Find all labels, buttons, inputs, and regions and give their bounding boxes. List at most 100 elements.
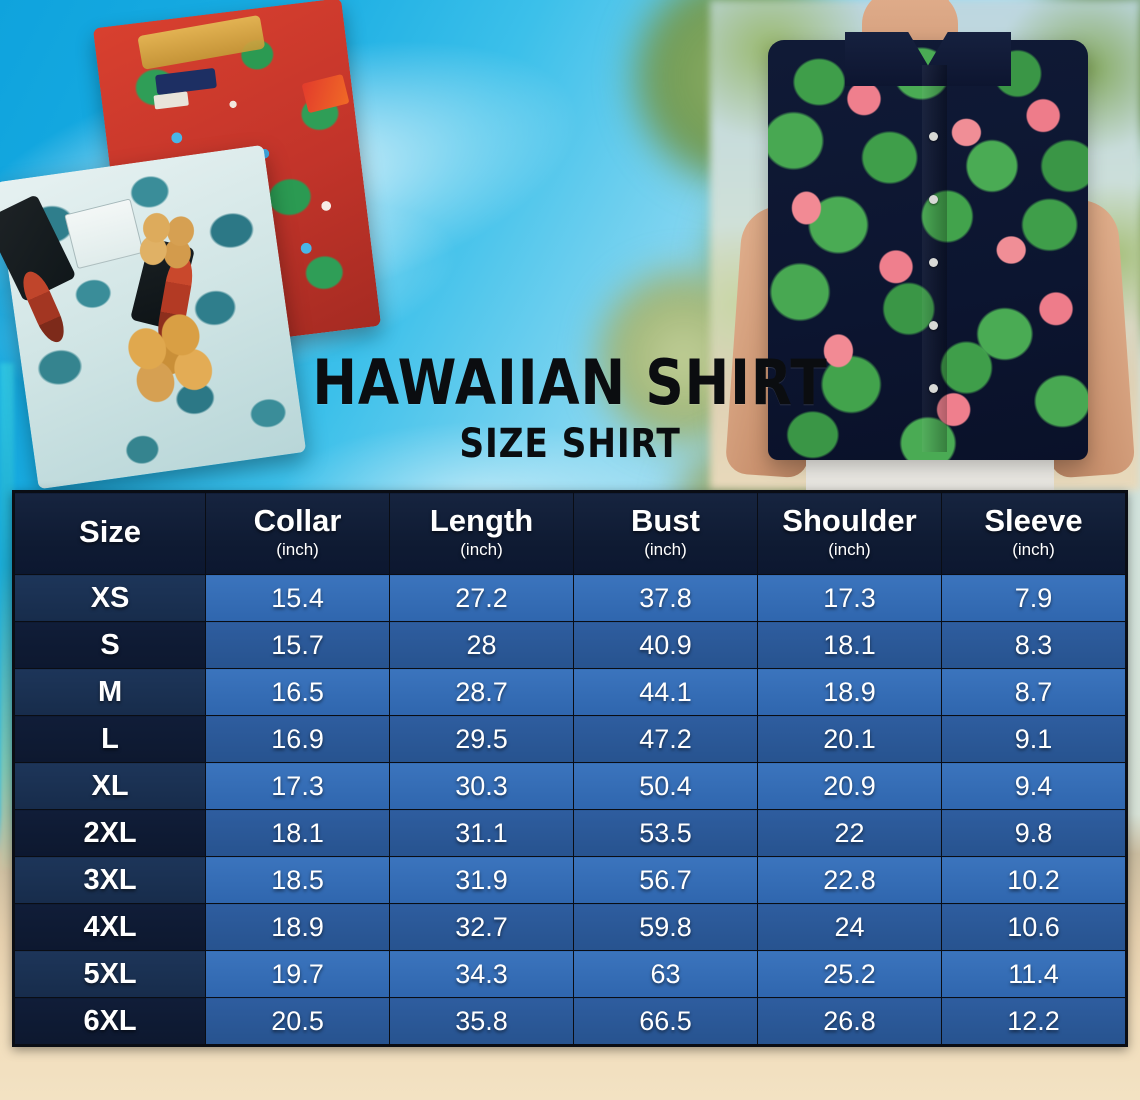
- measurement-cell-bust: 53.5: [573, 809, 758, 857]
- table-row: 4XL 18.9 32.7 59.8 24 10.6: [13, 903, 1127, 951]
- size-cell: XL: [13, 762, 207, 810]
- measurement-cell-shoulder: 25.2: [756, 950, 942, 998]
- header-label: Bust: [631, 503, 700, 539]
- measurement-cell-length: 32.7: [389, 903, 575, 951]
- measurement-cell-length: 31.1: [389, 809, 575, 857]
- measurement-cell-sleeve: 8.3: [940, 621, 1127, 669]
- table-row: S 15.7 28 40.9 18.1 8.3: [13, 621, 1127, 669]
- hibiscus-motif-small: [133, 209, 199, 271]
- size-cell: S: [13, 621, 207, 669]
- header-label: Shoulder: [782, 503, 917, 539]
- measurement-cell-sleeve: 9.1: [940, 715, 1127, 763]
- shirt-button-2: [929, 195, 939, 205]
- size-cell: 4XL: [13, 903, 207, 951]
- column-header-shoulder: Shoulder (inch): [756, 492, 942, 575]
- size-cell: M: [13, 668, 207, 716]
- table-header: Size Collar (inch) Length (inch) Bust (i…: [13, 492, 1127, 575]
- shirt-button-1: [929, 132, 939, 142]
- measurement-cell-collar: 15.4: [205, 574, 391, 622]
- table-row: 2XL 18.1 31.1 53.5 22 9.8: [13, 809, 1127, 857]
- measurement-cell-length: 28: [389, 621, 575, 669]
- shirt-button-5: [929, 384, 939, 394]
- table-header-row: Size Collar (inch) Length (inch) Bust (i…: [13, 492, 1127, 575]
- header-unit: (inch): [276, 539, 319, 559]
- measurement-cell-sleeve: 7.9: [940, 574, 1127, 622]
- model-photo: [710, 0, 1140, 494]
- measurement-cell-shoulder: 20.9: [756, 762, 942, 810]
- table-row: L 16.9 29.5 47.2 20.1 9.1: [13, 715, 1127, 763]
- measurement-cell-shoulder: 18.1: [756, 621, 942, 669]
- size-cell: 2XL: [13, 809, 207, 857]
- table-row: 6XL 20.5 35.8 66.5 26.8 12.2: [13, 997, 1127, 1045]
- measurement-cell-shoulder: 26.8: [756, 997, 942, 1045]
- table-row: 5XL 19.7 34.3 63 25.2 11.4: [13, 950, 1127, 998]
- measurement-cell-bust: 47.2: [573, 715, 758, 763]
- shirt-button-3: [929, 258, 939, 268]
- table-body: XS 15.4 27.2 37.8 17.3 7.9 S 15.7 28 40.9 18.1 8.3 M…: [13, 574, 1127, 1045]
- measurement-cell-bust: 50.4: [573, 762, 758, 810]
- measurement-cell-length: 34.3: [389, 950, 575, 998]
- measurement-cell-length: 28.7: [389, 668, 575, 716]
- measurement-cell-shoulder: 17.3: [756, 574, 942, 622]
- header-label: Length: [429, 503, 534, 539]
- measurement-cell-shoulder: 22: [756, 809, 942, 857]
- header-label: Size: [79, 514, 142, 550]
- measurement-cell-sleeve: 11.4: [940, 950, 1127, 998]
- measurement-cell-collar: 16.9: [205, 715, 391, 763]
- measurement-cell-bust: 40.9: [573, 621, 758, 669]
- measurement-cell-sleeve: 8.7: [940, 668, 1127, 716]
- size-cell: 6XL: [13, 997, 207, 1045]
- table-row: M 16.5 28.7 44.1 18.9 8.7: [13, 668, 1127, 716]
- measurement-cell-collar: 20.5: [205, 997, 391, 1045]
- measurement-cell-length: 31.9: [389, 856, 575, 904]
- column-header-size: Size: [13, 492, 207, 575]
- measurement-cell-shoulder: 24: [756, 903, 942, 951]
- column-header-collar: Collar (inch): [205, 492, 391, 575]
- measurement-cell-collar: 17.3: [205, 762, 391, 810]
- measurement-cell-bust: 59.8: [573, 903, 758, 951]
- column-header-sleeve: Sleeve (inch): [940, 492, 1127, 575]
- measurement-cell-length: 30.3: [389, 762, 575, 810]
- measurement-cell-collar: 18.1: [205, 809, 391, 857]
- title-block: HAWAIIAN SHIRT SIZE SHIRT: [0, 346, 1140, 467]
- measurement-cell-bust: 63: [573, 950, 758, 998]
- navy-flamingo-hawaiian-shirt: [768, 31, 1088, 460]
- shirt-collar: [137, 14, 266, 70]
- header-unit: (inch): [828, 539, 871, 559]
- column-header-length: Length (inch): [389, 492, 575, 575]
- size-chart-table: Size Collar (inch) Length (inch) Bust (i…: [13, 492, 1127, 1045]
- size-chart-table-wrap: Size Collar (inch) Length (inch) Bust (i…: [12, 490, 1128, 1047]
- measurement-cell-sleeve: 10.2: [940, 856, 1127, 904]
- measurement-cell-bust: 56.7: [573, 856, 758, 904]
- measurement-cell-sleeve: 10.6: [940, 903, 1127, 951]
- measurement-cell-length: 27.2: [389, 574, 575, 622]
- measurement-cell-length: 35.8: [389, 997, 575, 1045]
- size-cell: XS: [13, 574, 207, 622]
- sleeve-brand-mark: [301, 73, 350, 114]
- measurement-cell-sleeve: 9.8: [940, 809, 1127, 857]
- measurement-cell-sleeve: 12.2: [940, 997, 1127, 1045]
- measurement-cell-shoulder: 20.1: [756, 715, 942, 763]
- shirt-size-label: [153, 91, 189, 110]
- header-unit: (inch): [644, 539, 687, 559]
- measurement-cell-collar: 18.9: [205, 903, 391, 951]
- measurement-cell-collar: 16.5: [205, 668, 391, 716]
- measurement-cell-bust: 37.8: [573, 574, 758, 622]
- header-unit: (inch): [1012, 539, 1055, 559]
- header-label: Sleeve: [984, 503, 1083, 539]
- header-unit: (inch): [460, 539, 503, 559]
- measurement-cell-bust: 44.1: [573, 668, 758, 716]
- table-row: XS 15.4 27.2 37.8 17.3 7.9: [13, 574, 1127, 622]
- size-cell: 3XL: [13, 856, 207, 904]
- table-row: XL 17.3 30.3 50.4 20.9 9.4: [13, 762, 1127, 810]
- measurement-cell-collar: 19.7: [205, 950, 391, 998]
- measurement-cell-shoulder: 22.8: [756, 856, 942, 904]
- shirt-button-4: [929, 321, 939, 331]
- measurement-cell-shoulder: 18.9: [756, 668, 942, 716]
- measurement-cell-collar: 15.7: [205, 621, 391, 669]
- page-title: HAWAIIAN SHIRT: [312, 346, 828, 419]
- column-header-bust: Bust (inch): [573, 492, 758, 575]
- page-subtitle: SIZE SHIRT: [459, 421, 681, 467]
- size-cell: L: [13, 715, 207, 763]
- measurement-cell-sleeve: 9.4: [940, 762, 1127, 810]
